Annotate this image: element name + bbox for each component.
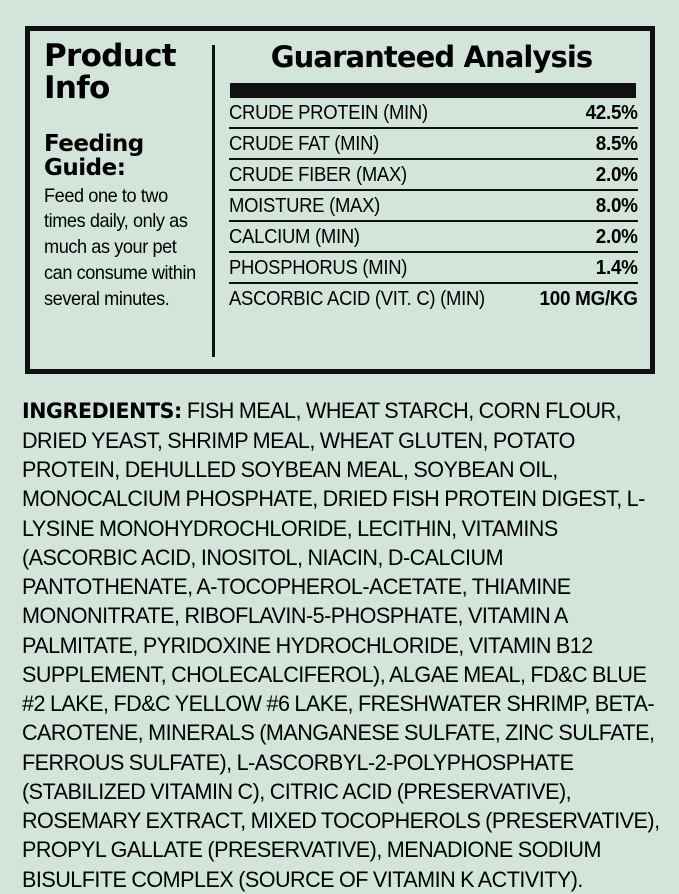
analysis-row: ASCORBIC ACID (VIT. C) (MIN) 100 MG/KG [229, 283, 638, 313]
product-info-heading: Product Info [44, 38, 177, 106]
analysis-value: 8.5% [596, 132, 638, 155]
analysis-row: CRUDE FIBER (MAX) 2.0% [229, 159, 638, 191]
analysis-value-cell: 100 MG/KG [517, 283, 638, 313]
analysis-value: 42.5% [585, 101, 638, 124]
analysis-row: CALCIUM (MIN) 2.0% [229, 221, 638, 253]
analysis-row: PHOSPHORUS (MIN) 1.4% [229, 252, 638, 284]
analysis-nutrient-cell: MOISTURE (MAX) [229, 190, 518, 222]
product-info-panel: Product Info Feeding Guide: Feed one to … [25, 26, 655, 374]
analysis-value-cell: 8.0% [517, 190, 638, 222]
ingredients-text: FISH MEAL, WHEAT STARCH, CORN FLOUR, DRI… [22, 398, 660, 892]
analysis-value: 2.0% [596, 225, 638, 248]
analysis-row: CRUDE FAT (MIN) 8.5% [229, 128, 638, 160]
feeding-guide-text: Feed one to two times daily, only as muc… [44, 184, 196, 310]
analysis-nutrient-cell: CRUDE PROTEIN (MIN) [229, 98, 518, 129]
product-info-column: Product Info Feeding Guide: Feed one to … [30, 31, 212, 369]
analysis-value: 1.4% [596, 256, 638, 279]
analysis-nutrient-label: CRUDE FAT (MIN) [229, 132, 380, 155]
analysis-nutrient-cell: CRUDE FAT (MIN) [229, 128, 518, 160]
analysis-value-cell: 2.0% [517, 159, 638, 191]
analysis-nutrient-label: CALCIUM (MIN) [229, 225, 360, 248]
guaranteed-analysis-rule [230, 83, 636, 98]
analysis-value-cell: 42.5% [517, 98, 638, 129]
guaranteed-analysis-column: Guaranteed Analysis CRUDE PROTEIN (MIN) 4… [215, 31, 650, 369]
feeding-guide-heading: Feeding Guide: [44, 130, 144, 181]
analysis-nutrient-cell: CALCIUM (MIN) [229, 221, 518, 253]
guaranteed-analysis-table: CRUDE PROTEIN (MIN) 42.5% CRUDE FAT (MIN) 8… [229, 98, 638, 313]
analysis-nutrient-label: CRUDE FIBER (MAX) [229, 163, 407, 186]
ingredients-heading: INGREDIENTS: [22, 399, 182, 424]
analysis-nutrient-label: CRUDE PROTEIN (MIN) [229, 101, 428, 124]
analysis-value: 2.0% [596, 163, 638, 186]
analysis-nutrient-label: PHOSPHORUS (MIN) [229, 256, 408, 279]
analysis-value-cell: 2.0% [517, 221, 638, 253]
pet-food-label: Product Info Feeding Guide: Feed one to … [22, 26, 661, 892]
analysis-value-cell: 8.5% [517, 128, 638, 160]
analysis-nutrient-label: MOISTURE (MAX) [229, 194, 381, 217]
analysis-nutrient-label: ASCORBIC ACID (VIT. C) (MIN) [229, 287, 485, 310]
ingredients-section: INGREDIENTS: FISH MEAL, WHEAT STARCH, CO… [22, 396, 662, 894]
analysis-nutrient-cell: CRUDE FIBER (MAX) [229, 159, 518, 191]
analysis-nutrient-cell: PHOSPHORUS (MIN) [229, 252, 518, 284]
column-divider [212, 45, 215, 357]
analysis-value: 8.0% [596, 194, 638, 217]
analysis-value: 100 MG/KG [539, 287, 638, 310]
analysis-nutrient-cell: ASCORBIC ACID (VIT. C) (MIN) [229, 283, 517, 313]
guaranteed-analysis-title: Guaranteed Analysis [270, 40, 593, 74]
analysis-row: MOISTURE (MAX) 8.0% [229, 190, 638, 222]
analysis-row: CRUDE PROTEIN (MIN) 42.5% [229, 98, 638, 129]
analysis-value-cell: 1.4% [517, 252, 638, 284]
